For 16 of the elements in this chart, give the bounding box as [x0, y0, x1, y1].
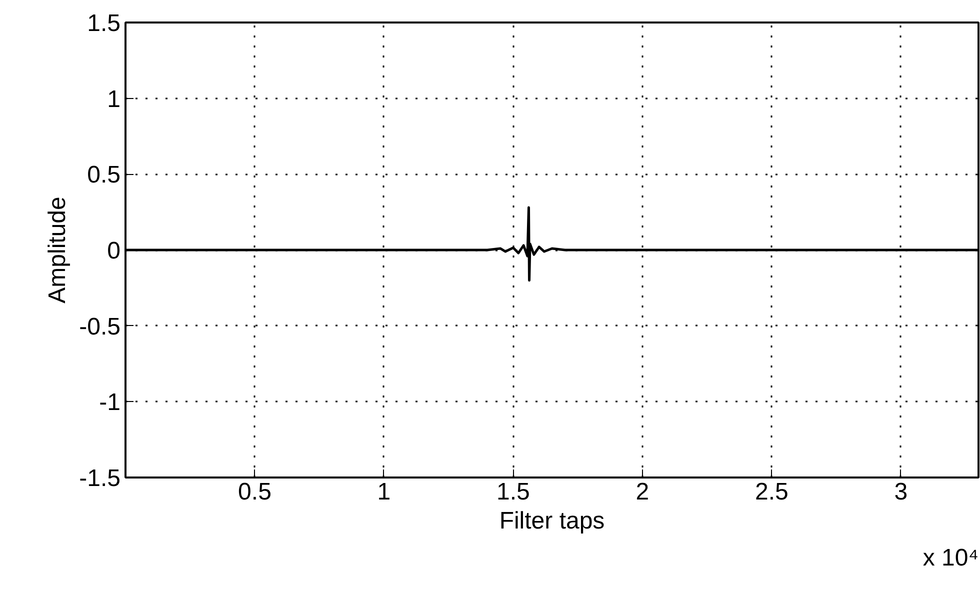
y-tick-label: -1 — [99, 389, 121, 416]
y-tick-label: 1.5 — [87, 10, 121, 37]
x-tick-label: 1 — [377, 478, 391, 506]
x-axis-title: Filter taps — [499, 508, 605, 534]
y-tick-label: 0.5 — [87, 162, 121, 189]
x-tick-label: 0.5 — [238, 478, 272, 506]
text: x 10⁴ — [922, 544, 979, 572]
x-tick-label: 3 — [894, 478, 908, 506]
y-axis-title: Amplitude — [44, 196, 72, 304]
y-tick-label: 1 — [107, 86, 121, 113]
x-tick-label: 1.5 — [496, 478, 530, 506]
x-tick-label: 2.5 — [755, 478, 788, 506]
y-tick-label: 0 — [107, 238, 121, 264]
y-tick-label: -1.5 — [79, 465, 121, 492]
y-tick-label: -0.5 — [79, 313, 121, 340]
x-tick-label: 2 — [636, 478, 650, 506]
